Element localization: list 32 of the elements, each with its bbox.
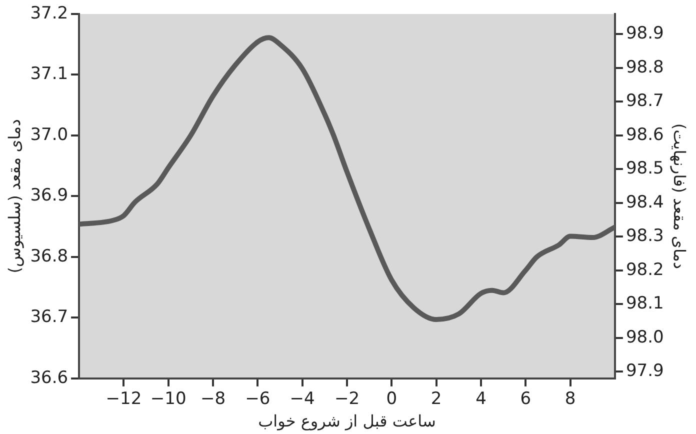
y-tick-label: 36.8 (30, 246, 68, 266)
x-tick-label: 6 (520, 389, 532, 410)
y2-tick-label: 98.9 (626, 24, 664, 44)
x-tick-label: −4 (290, 389, 315, 410)
x-tick-label: −8 (200, 389, 226, 410)
y-tick-label: 37.0 (30, 124, 68, 145)
y-tick-label: 37.1 (30, 64, 68, 84)
y2-tick-label: 98.3 (626, 226, 664, 246)
y2-tick-label: 98.2 (626, 260, 664, 280)
y2-tick-label: 97.9 (626, 361, 664, 382)
y2-tick-label: 98.0 (626, 327, 664, 348)
y2-tick-label: 98.4 (626, 192, 664, 212)
y-tick-label: 36.9 (30, 186, 68, 206)
x-tick-label: −6 (245, 389, 270, 410)
x-tick-label: 4 (476, 389, 486, 410)
x-tick-label: 2 (430, 389, 442, 410)
x-axis-title: ساعت قبل از شروع خواب (258, 412, 436, 431)
y-tick-label: 37.2 (30, 3, 68, 24)
x-tick-label: 0 (386, 389, 398, 410)
y2-tick-label: 98.6 (626, 124, 664, 145)
y2-tick-label: 98.5 (626, 158, 664, 179)
x-tick-label: −10 (150, 389, 186, 410)
y-tick-label: 36.7 (30, 307, 68, 328)
y2-tick-label: 98.7 (626, 91, 664, 112)
y-axis-title: دمای مقعد (سلسیوس) (4, 119, 24, 274)
x-tick-label: −12 (106, 389, 142, 410)
y2-tick-label: 98.8 (626, 57, 664, 78)
x-tick-label: 8 (564, 389, 576, 410)
y2-tick-label: 98.1 (626, 294, 664, 314)
y2-axis-title: دمای مقعد (فارنهایت) (670, 123, 690, 270)
y-tick-label: 36.6 (30, 368, 68, 388)
x-tick-label: −2 (334, 389, 360, 410)
